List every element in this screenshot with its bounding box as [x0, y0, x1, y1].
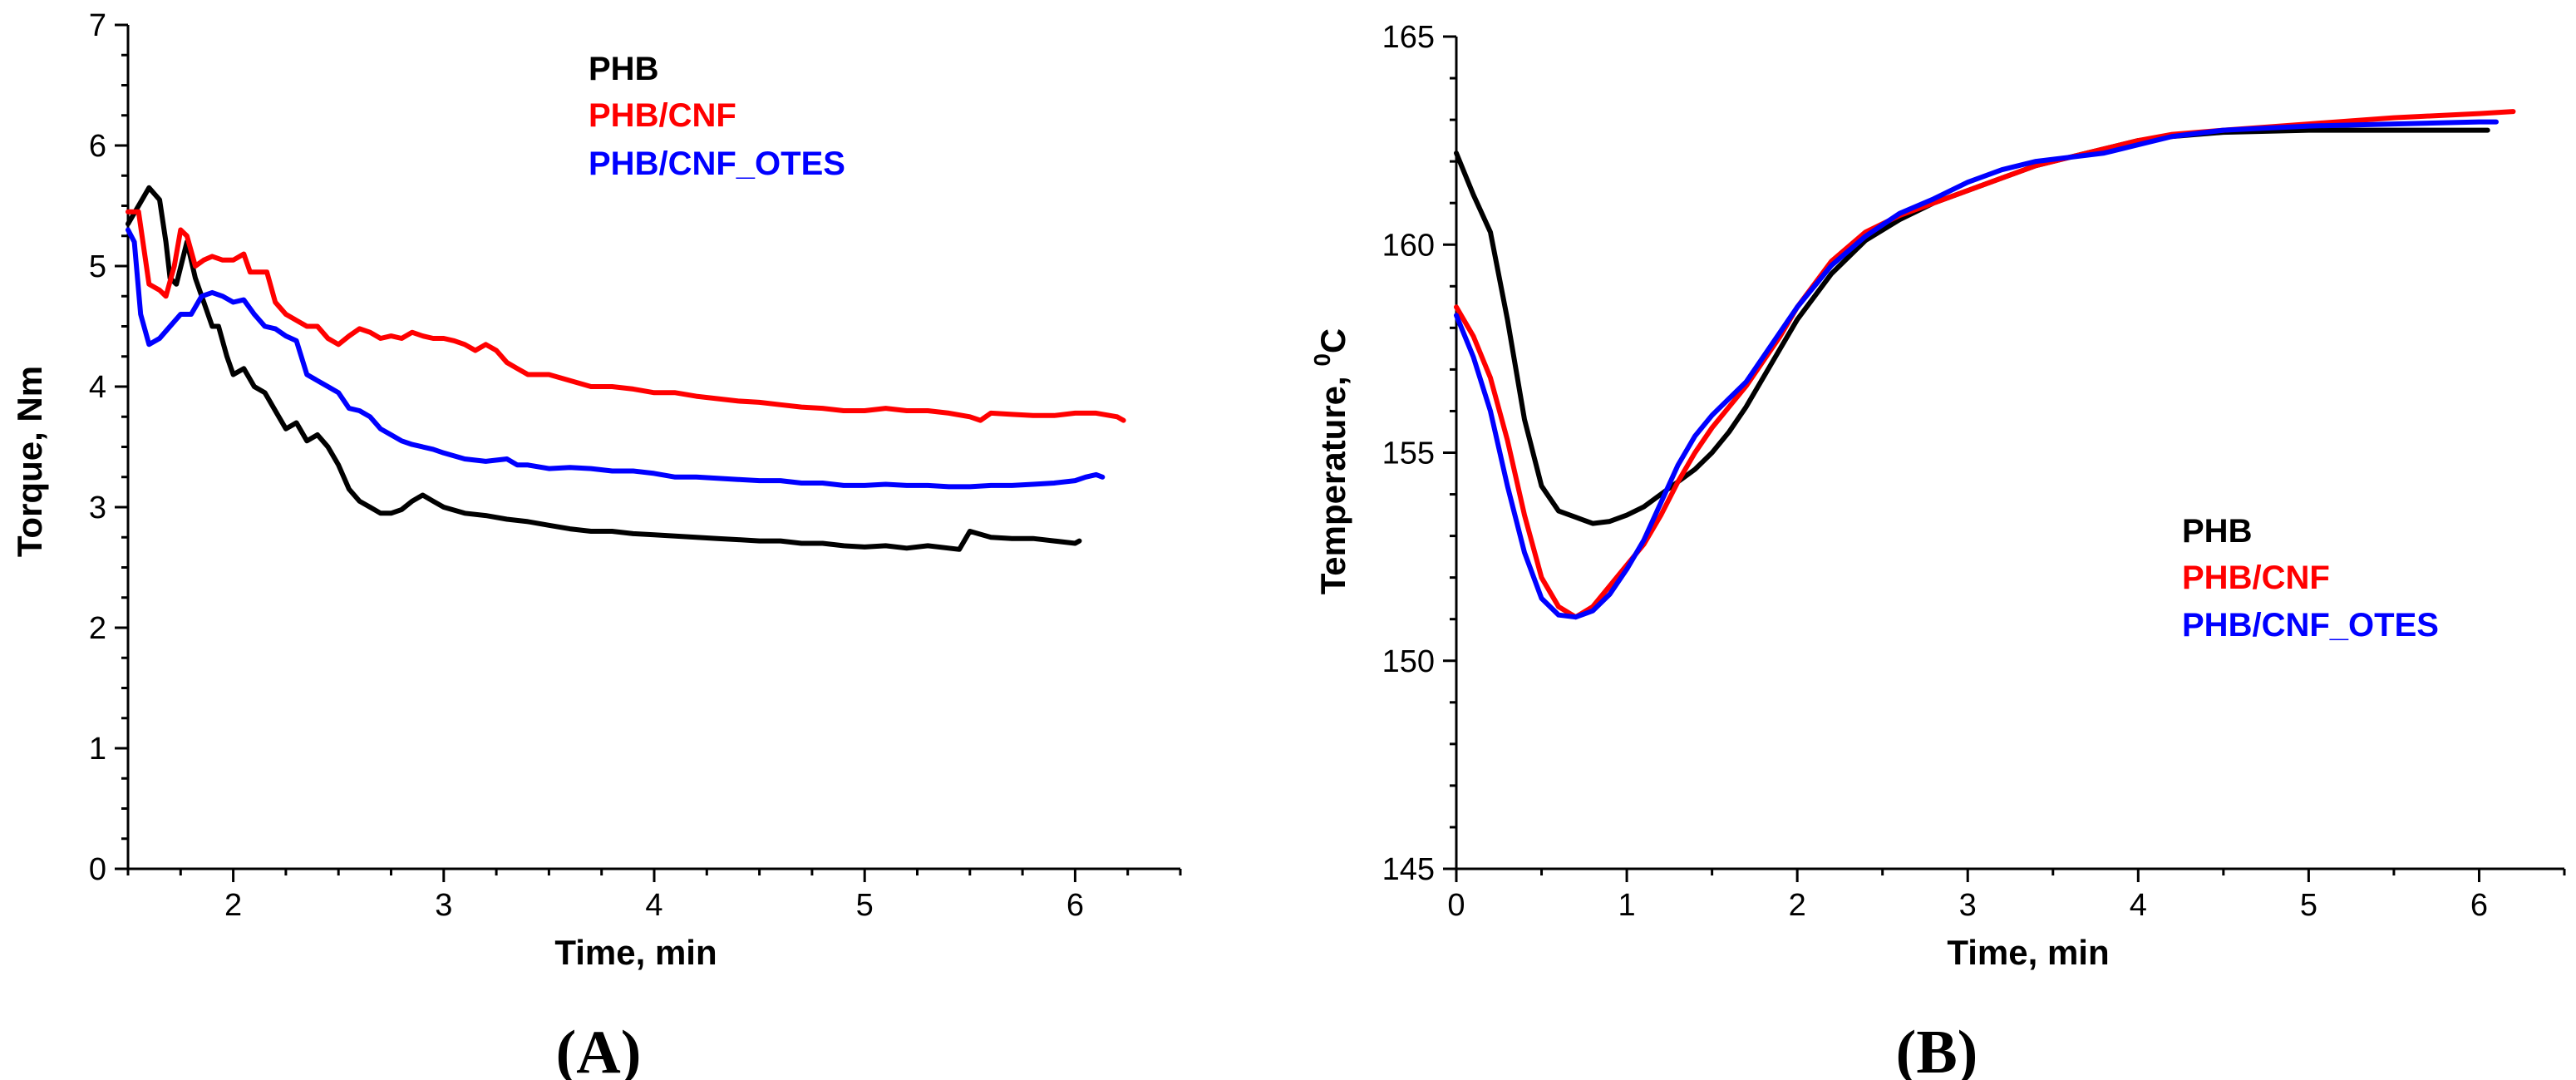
x-tick-label: 2	[1789, 888, 1806, 923]
panel-b-legend-entry: PHB	[2182, 513, 2252, 550]
panel-b-y-axis-title: Temperature, 0C	[1309, 328, 1352, 595]
x-tick-label: 2	[224, 888, 242, 923]
y-tick-label: 4	[89, 370, 106, 405]
panel-b-x-axis-title: Time, min	[1947, 933, 2109, 972]
panel-b-ticks	[1443, 35, 2566, 882]
y-tick-label: 165	[1382, 20, 1435, 55]
panel-a-legend-entry: PHB/CNF	[589, 97, 736, 134]
panel-b-legend-entry: PHB/CNF_OTES	[2182, 607, 2439, 644]
series-line-phb-cnf-otes	[126, 227, 1106, 490]
panel-b-tick-labels: 0 1 2 3 4 5 6 145 150 155 160 165	[1382, 20, 2488, 923]
series-line-phb	[126, 185, 1082, 552]
y-tick-label: 7	[89, 8, 106, 43]
y-tick-label: 2	[89, 611, 106, 646]
panel-b-label: (B)	[1896, 1018, 1978, 1080]
x-tick-label: 3	[435, 888, 452, 923]
panel-a-tick-labels: 2 3 4 5 6 0 1 2 3 4 5 6 7	[89, 8, 1084, 923]
x-tick-label: 3	[1959, 888, 1977, 923]
y-tick-label: 3	[89, 491, 106, 525]
series-line-phb-cnf	[1454, 109, 2516, 620]
x-tick-label: 4	[645, 888, 662, 923]
x-tick-label: 1	[1618, 888, 1636, 923]
panel-b-y-axis-title-superscript: 0	[1309, 353, 1335, 367]
y-tick-label: 0	[89, 852, 106, 887]
panel-a-legend: PHB PHB/CNF PHB/CNF_OTES	[589, 51, 845, 182]
y-tick-label: 150	[1382, 644, 1435, 679]
x-tick-label: 6	[1066, 888, 1084, 923]
panel-b-legend-entry: PHB/CNF	[2182, 560, 2330, 596]
y-tick-label: 6	[89, 129, 106, 164]
panel-a-label: (A)	[556, 1018, 642, 1080]
panel-b-legend: PHB PHB/CNF PHB/CNF_OTES	[2182, 513, 2439, 644]
panel-a-x-axis-title: Time, min	[554, 933, 717, 972]
panel-a-y-axis-title: Torque, Nm	[10, 366, 49, 557]
y-tick-label: 145	[1382, 852, 1435, 887]
panel-b-temperature-chart: 0 1 2 3 4 5 6 145 150 155 160 165 Time, min Tempera…	[1309, 20, 2566, 1080]
x-tick-label: 5	[2300, 888, 2317, 923]
panel-a-ticks	[115, 23, 1182, 882]
panel-b-y-axis-title-main: Temperature,	[1313, 367, 1352, 595]
y-tick-label: 1	[89, 732, 106, 767]
series-line-phb-cnf-otes	[1454, 119, 2499, 620]
panel-a-torque-chart: 2 3 4 5 6 0 1 2 3 4 5 6 7 Time, min Torque, Nm PHB P…	[10, 8, 1182, 1080]
series-line-phb-cnf	[126, 209, 1126, 423]
panel-b-y-axis-title-unit: C	[1313, 328, 1352, 353]
x-tick-label: 5	[856, 888, 874, 923]
y-tick-label: 160	[1382, 228, 1435, 263]
x-tick-label: 4	[2130, 888, 2147, 923]
y-tick-label: 155	[1382, 436, 1435, 471]
y-tick-label: 5	[89, 249, 106, 284]
panel-a-series	[126, 185, 1126, 552]
panel-a-legend-entry: PHB	[589, 51, 658, 87]
panel-b-series	[1454, 109, 2516, 620]
x-tick-label: 0	[1447, 888, 1465, 923]
x-tick-label: 6	[2470, 888, 2488, 923]
panel-a-legend-entry: PHB/CNF_OTES	[589, 145, 845, 182]
